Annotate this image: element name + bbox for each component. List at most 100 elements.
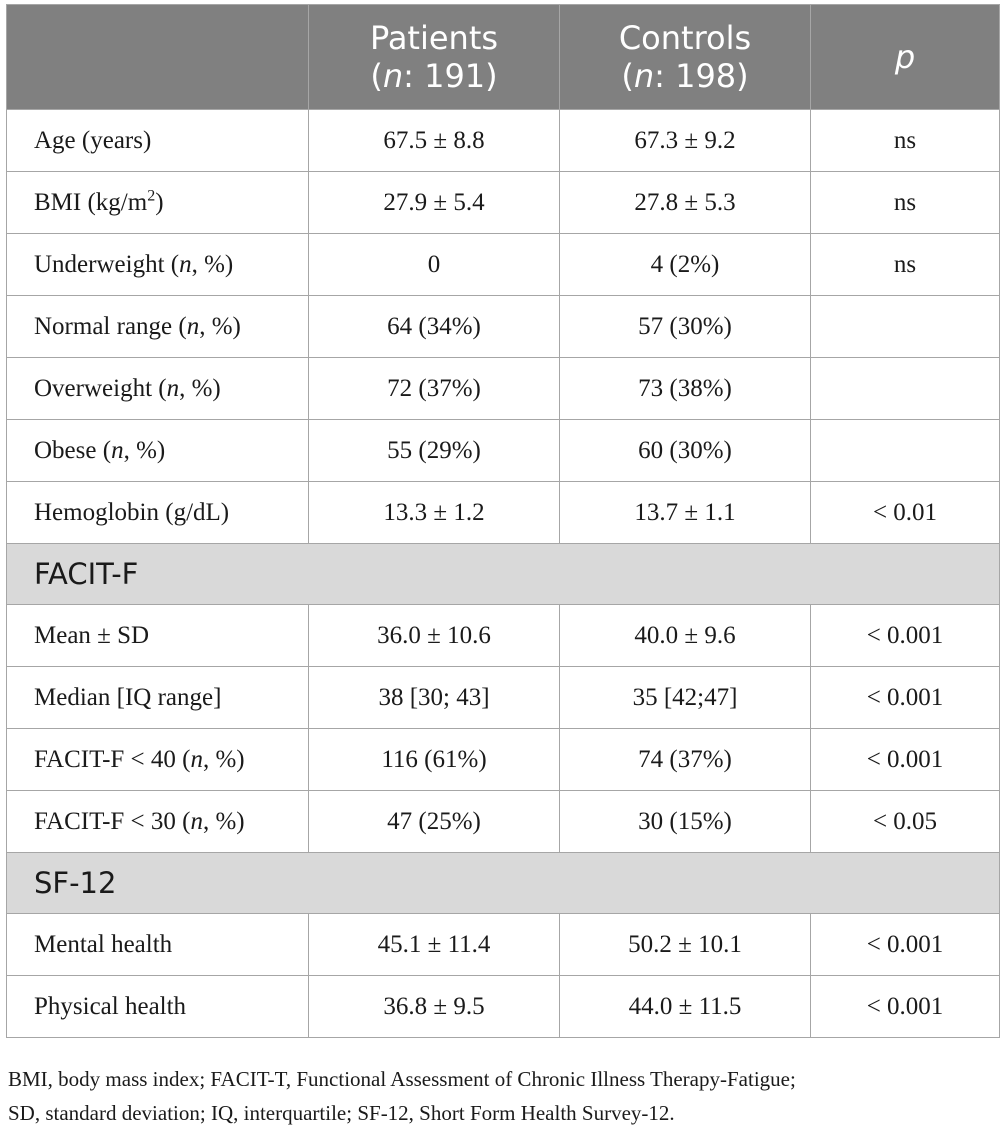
results-table: Patients (n: 191) Controls (n: 198) p Ag… bbox=[6, 4, 1000, 1038]
row-label-text: Obese ( bbox=[34, 436, 112, 464]
header-empty-cell bbox=[6, 4, 309, 110]
table-row: Underweight (n, %) 0 4 (2%) ns bbox=[6, 233, 1000, 296]
table-row: Normal range (n, %) 64 (34%) 57 (30%) bbox=[6, 295, 1000, 358]
patients-cell: 67.5 ± 8.8 bbox=[308, 109, 560, 172]
patients-cell: 47 (25%) bbox=[308, 790, 560, 853]
section-row-facit: FACIT-F bbox=[6, 543, 1000, 605]
footnote-line-1: BMI, body mass index; FACIT-T, Functiona… bbox=[8, 1067, 796, 1091]
row-label: Normal range (n, %) bbox=[6, 295, 309, 358]
row-label-n-symbol: n bbox=[186, 312, 200, 340]
p-cell: < 0.001 bbox=[810, 666, 1000, 729]
row-label: Hemoglobin (g/dL) bbox=[6, 481, 309, 544]
table-row: Hemoglobin (g/dL) 13.3 ± 1.2 13.7 ± 1.1 … bbox=[6, 481, 1000, 544]
p-cell: < 0.001 bbox=[810, 604, 1000, 667]
table-row: Overweight (n, %) 72 (37%) 73 (38%) bbox=[6, 357, 1000, 420]
p-cell: < 0.001 bbox=[810, 975, 1000, 1038]
header-patients-n-symbol: n bbox=[382, 57, 404, 95]
row-label-text-end: , %) bbox=[179, 374, 221, 402]
header-patients-title: Patients bbox=[369, 19, 499, 57]
header-p-label: p bbox=[894, 38, 916, 76]
row-label-text: Overweight ( bbox=[34, 374, 167, 402]
row-label-text-end: , %) bbox=[202, 807, 245, 835]
row-label: Mean ± SD bbox=[6, 604, 309, 667]
row-label-text-end: , %) bbox=[191, 250, 234, 278]
controls-cell: 73 (38%) bbox=[559, 357, 811, 420]
row-label-text-end: , %) bbox=[199, 312, 241, 340]
row-label-text-end: ) bbox=[155, 188, 164, 216]
p-cell: < 0.05 bbox=[810, 790, 1000, 853]
controls-cell: 44.0 ± 11.5 bbox=[559, 975, 811, 1038]
header-controls: Controls (n: 198) bbox=[559, 4, 811, 110]
table-row: FACIT-F < 40 (n, %) 116 (61%) 74 (37%) <… bbox=[6, 728, 1000, 791]
patients-cell: 36.0 ± 10.6 bbox=[308, 604, 560, 667]
patients-cell: 13.3 ± 1.2 bbox=[308, 481, 560, 544]
table-row: Age (years) 67.5 ± 8.8 67.3 ± 9.2 ns bbox=[6, 109, 1000, 172]
p-cell bbox=[810, 419, 1000, 482]
table-row: Obese (n, %) 55 (29%) 60 (30%) bbox=[6, 419, 1000, 482]
row-label-text: Underweight ( bbox=[34, 250, 180, 278]
controls-cell: 60 (30%) bbox=[559, 419, 811, 482]
row-label-superscript: 2 bbox=[147, 187, 156, 205]
header-patients-n-value: : 191) bbox=[403, 57, 498, 95]
patients-cell: 36.8 ± 9.5 bbox=[308, 975, 560, 1038]
controls-cell: 50.2 ± 10.1 bbox=[559, 913, 811, 976]
controls-cell: 35 [42;47] bbox=[559, 666, 811, 729]
table-row: Median [IQ range] 38 [30; 43] 35 [42;47]… bbox=[6, 666, 1000, 729]
footnote-line-2: SD, standard deviation; IQ, interquartil… bbox=[8, 1101, 675, 1125]
table-row: FACIT-F < 30 (n, %) 47 (25%) 30 (15%) < … bbox=[6, 790, 1000, 853]
row-label-n-symbol: n bbox=[190, 745, 203, 773]
patients-cell: 0 bbox=[308, 233, 560, 296]
row-label-text: FACIT-F < 40 ( bbox=[34, 745, 191, 773]
controls-cell: 74 (37%) bbox=[559, 728, 811, 791]
row-label: Median [IQ range] bbox=[6, 666, 309, 729]
table-row: Physical health 36.8 ± 9.5 44.0 ± 11.5 <… bbox=[6, 975, 1000, 1038]
controls-cell: 40.0 ± 9.6 bbox=[559, 604, 811, 667]
row-label-text: FACIT-F < 30 ( bbox=[34, 807, 191, 835]
row-label-n-symbol: n bbox=[190, 807, 203, 835]
row-label: Mental health bbox=[6, 913, 309, 976]
p-cell: < 0.001 bbox=[810, 728, 1000, 791]
section-title: SF-12 bbox=[6, 852, 1000, 914]
controls-cell: 30 (15%) bbox=[559, 790, 811, 853]
controls-cell: 27.8 ± 5.3 bbox=[559, 171, 811, 234]
header-controls-title: Controls bbox=[618, 19, 752, 57]
row-label-text: Normal range ( bbox=[34, 312, 187, 340]
table-row: BMI (kg/m2) 27.9 ± 5.4 27.8 ± 5.3 ns bbox=[6, 171, 1000, 234]
row-label: Physical health bbox=[6, 975, 309, 1038]
row-label: Obese (n, %) bbox=[6, 419, 309, 482]
row-label: Age (years) bbox=[6, 109, 309, 172]
patients-cell: 64 (34%) bbox=[308, 295, 560, 358]
header-controls-n-symbol: n bbox=[633, 57, 655, 95]
row-label: FACIT-F < 40 (n, %) bbox=[6, 728, 309, 791]
row-label-text-end: , %) bbox=[123, 436, 166, 464]
patients-cell: 55 (29%) bbox=[308, 419, 560, 482]
p-cell bbox=[810, 357, 1000, 420]
header-p-value: p bbox=[810, 4, 1000, 110]
patients-cell: 45.1 ± 11.4 bbox=[308, 913, 560, 976]
header-patients: Patients (n: 191) bbox=[308, 4, 560, 110]
p-cell: ns bbox=[810, 233, 1000, 296]
controls-cell: 57 (30%) bbox=[559, 295, 811, 358]
p-cell: < 0.001 bbox=[810, 913, 1000, 976]
row-label-n-symbol: n bbox=[166, 374, 180, 402]
section-row-sf12: SF-12 bbox=[6, 852, 1000, 914]
table-header-row: Patients (n: 191) Controls (n: 198) p bbox=[6, 4, 1000, 110]
row-label-n-symbol: n bbox=[179, 250, 192, 278]
patients-cell: 27.9 ± 5.4 bbox=[308, 171, 560, 234]
controls-cell: 4 (2%) bbox=[559, 233, 811, 296]
p-cell: < 0.01 bbox=[810, 481, 1000, 544]
section-title: FACIT-F bbox=[6, 543, 1000, 605]
header-controls-n-value: : 198) bbox=[654, 57, 749, 95]
table-row: Mean ± SD 36.0 ± 10.6 40.0 ± 9.6 < 0.001 bbox=[6, 604, 1000, 667]
controls-cell: 13.7 ± 1.1 bbox=[559, 481, 811, 544]
row-label: Underweight (n, %) bbox=[6, 233, 309, 296]
table-footnote: BMI, body mass index; FACIT-T, Functiona… bbox=[8, 1062, 998, 1130]
controls-cell: 67.3 ± 9.2 bbox=[559, 109, 811, 172]
patients-cell: 116 (61%) bbox=[308, 728, 560, 791]
row-label-n-symbol: n bbox=[111, 436, 124, 464]
p-cell: ns bbox=[810, 109, 1000, 172]
row-label: Overweight (n, %) bbox=[6, 357, 309, 420]
patients-cell: 38 [30; 43] bbox=[308, 666, 560, 729]
row-label-text-end: , %) bbox=[202, 745, 245, 773]
p-cell: ns bbox=[810, 171, 1000, 234]
